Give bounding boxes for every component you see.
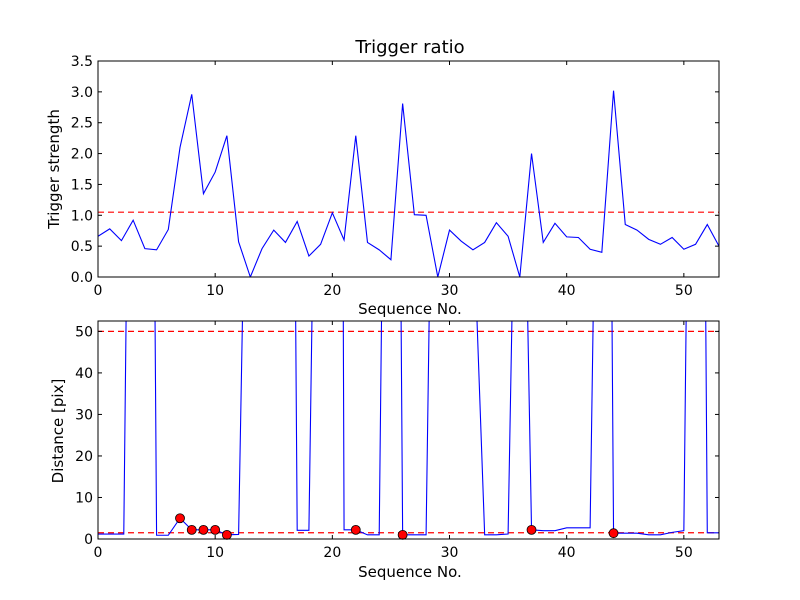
x-tick-label: 30: [441, 545, 459, 561]
y-tick-label: 2.5: [71, 116, 93, 132]
y-tick-label: 1.5: [71, 177, 93, 193]
x-tick-label: 10: [206, 545, 224, 561]
y-axis-label: Distance [pix]: [49, 379, 67, 484]
y-tick-label: 0.5: [71, 239, 93, 255]
axes-frame: [97, 320, 720, 540]
x-tick-label: 0: [94, 283, 103, 299]
y-tick-label: 0.0: [71, 270, 93, 286]
x-tick-label: 20: [323, 283, 341, 299]
x-tick-label: 50: [675, 283, 693, 299]
x-axis-label: Sequence No.: [358, 300, 462, 318]
series-line: [98, 90, 719, 277]
x-tick-label: 40: [558, 283, 576, 299]
x-tick-label: 30: [441, 283, 459, 299]
data-point-marker: [198, 524, 209, 535]
data-point-marker: [210, 524, 221, 535]
y-tick-label: 30: [75, 407, 93, 423]
data-point-marker: [350, 524, 361, 535]
x-tick-label: 0: [94, 545, 103, 561]
data-point-marker: [221, 529, 232, 540]
distance-chart: Sequence No. Distance [pix] 0 10 20 30 40 50 0…: [49, 320, 720, 581]
y-tick-label: 3.5: [71, 54, 93, 70]
x-tick-label: 20: [323, 545, 341, 561]
x-tick-label: 40: [558, 545, 576, 561]
x-tick-label: 10: [206, 283, 224, 299]
data-point-marker: [397, 529, 408, 540]
x-axis-label: Sequence No.: [358, 563, 462, 581]
trigger-ratio-chart: Trigger ratio Sequence No. Trigger stren…: [45, 37, 720, 318]
y-tick-label: 0: [84, 532, 93, 548]
plot-area: [98, 90, 719, 277]
y-tick-label: 3.0: [71, 85, 93, 101]
chart-title: Trigger ratio: [354, 37, 464, 58]
y-tick-label: 1.0: [71, 208, 93, 224]
data-point-marker: [526, 524, 537, 535]
data-point-marker: [175, 513, 185, 524]
y-axis-label: Trigger strength: [45, 109, 63, 230]
y-tick-label: 2.0: [71, 147, 93, 163]
x-tick-label: 50: [675, 545, 693, 561]
y-tick-label: 10: [75, 490, 93, 506]
y-tick-label: 40: [75, 366, 93, 382]
y-tick-label: 50: [75, 324, 93, 340]
data-point-marker: [186, 524, 197, 535]
data-point-marker: [608, 528, 619, 539]
y-tick-label: 20: [75, 449, 93, 465]
axes-frame: [97, 60, 720, 278]
